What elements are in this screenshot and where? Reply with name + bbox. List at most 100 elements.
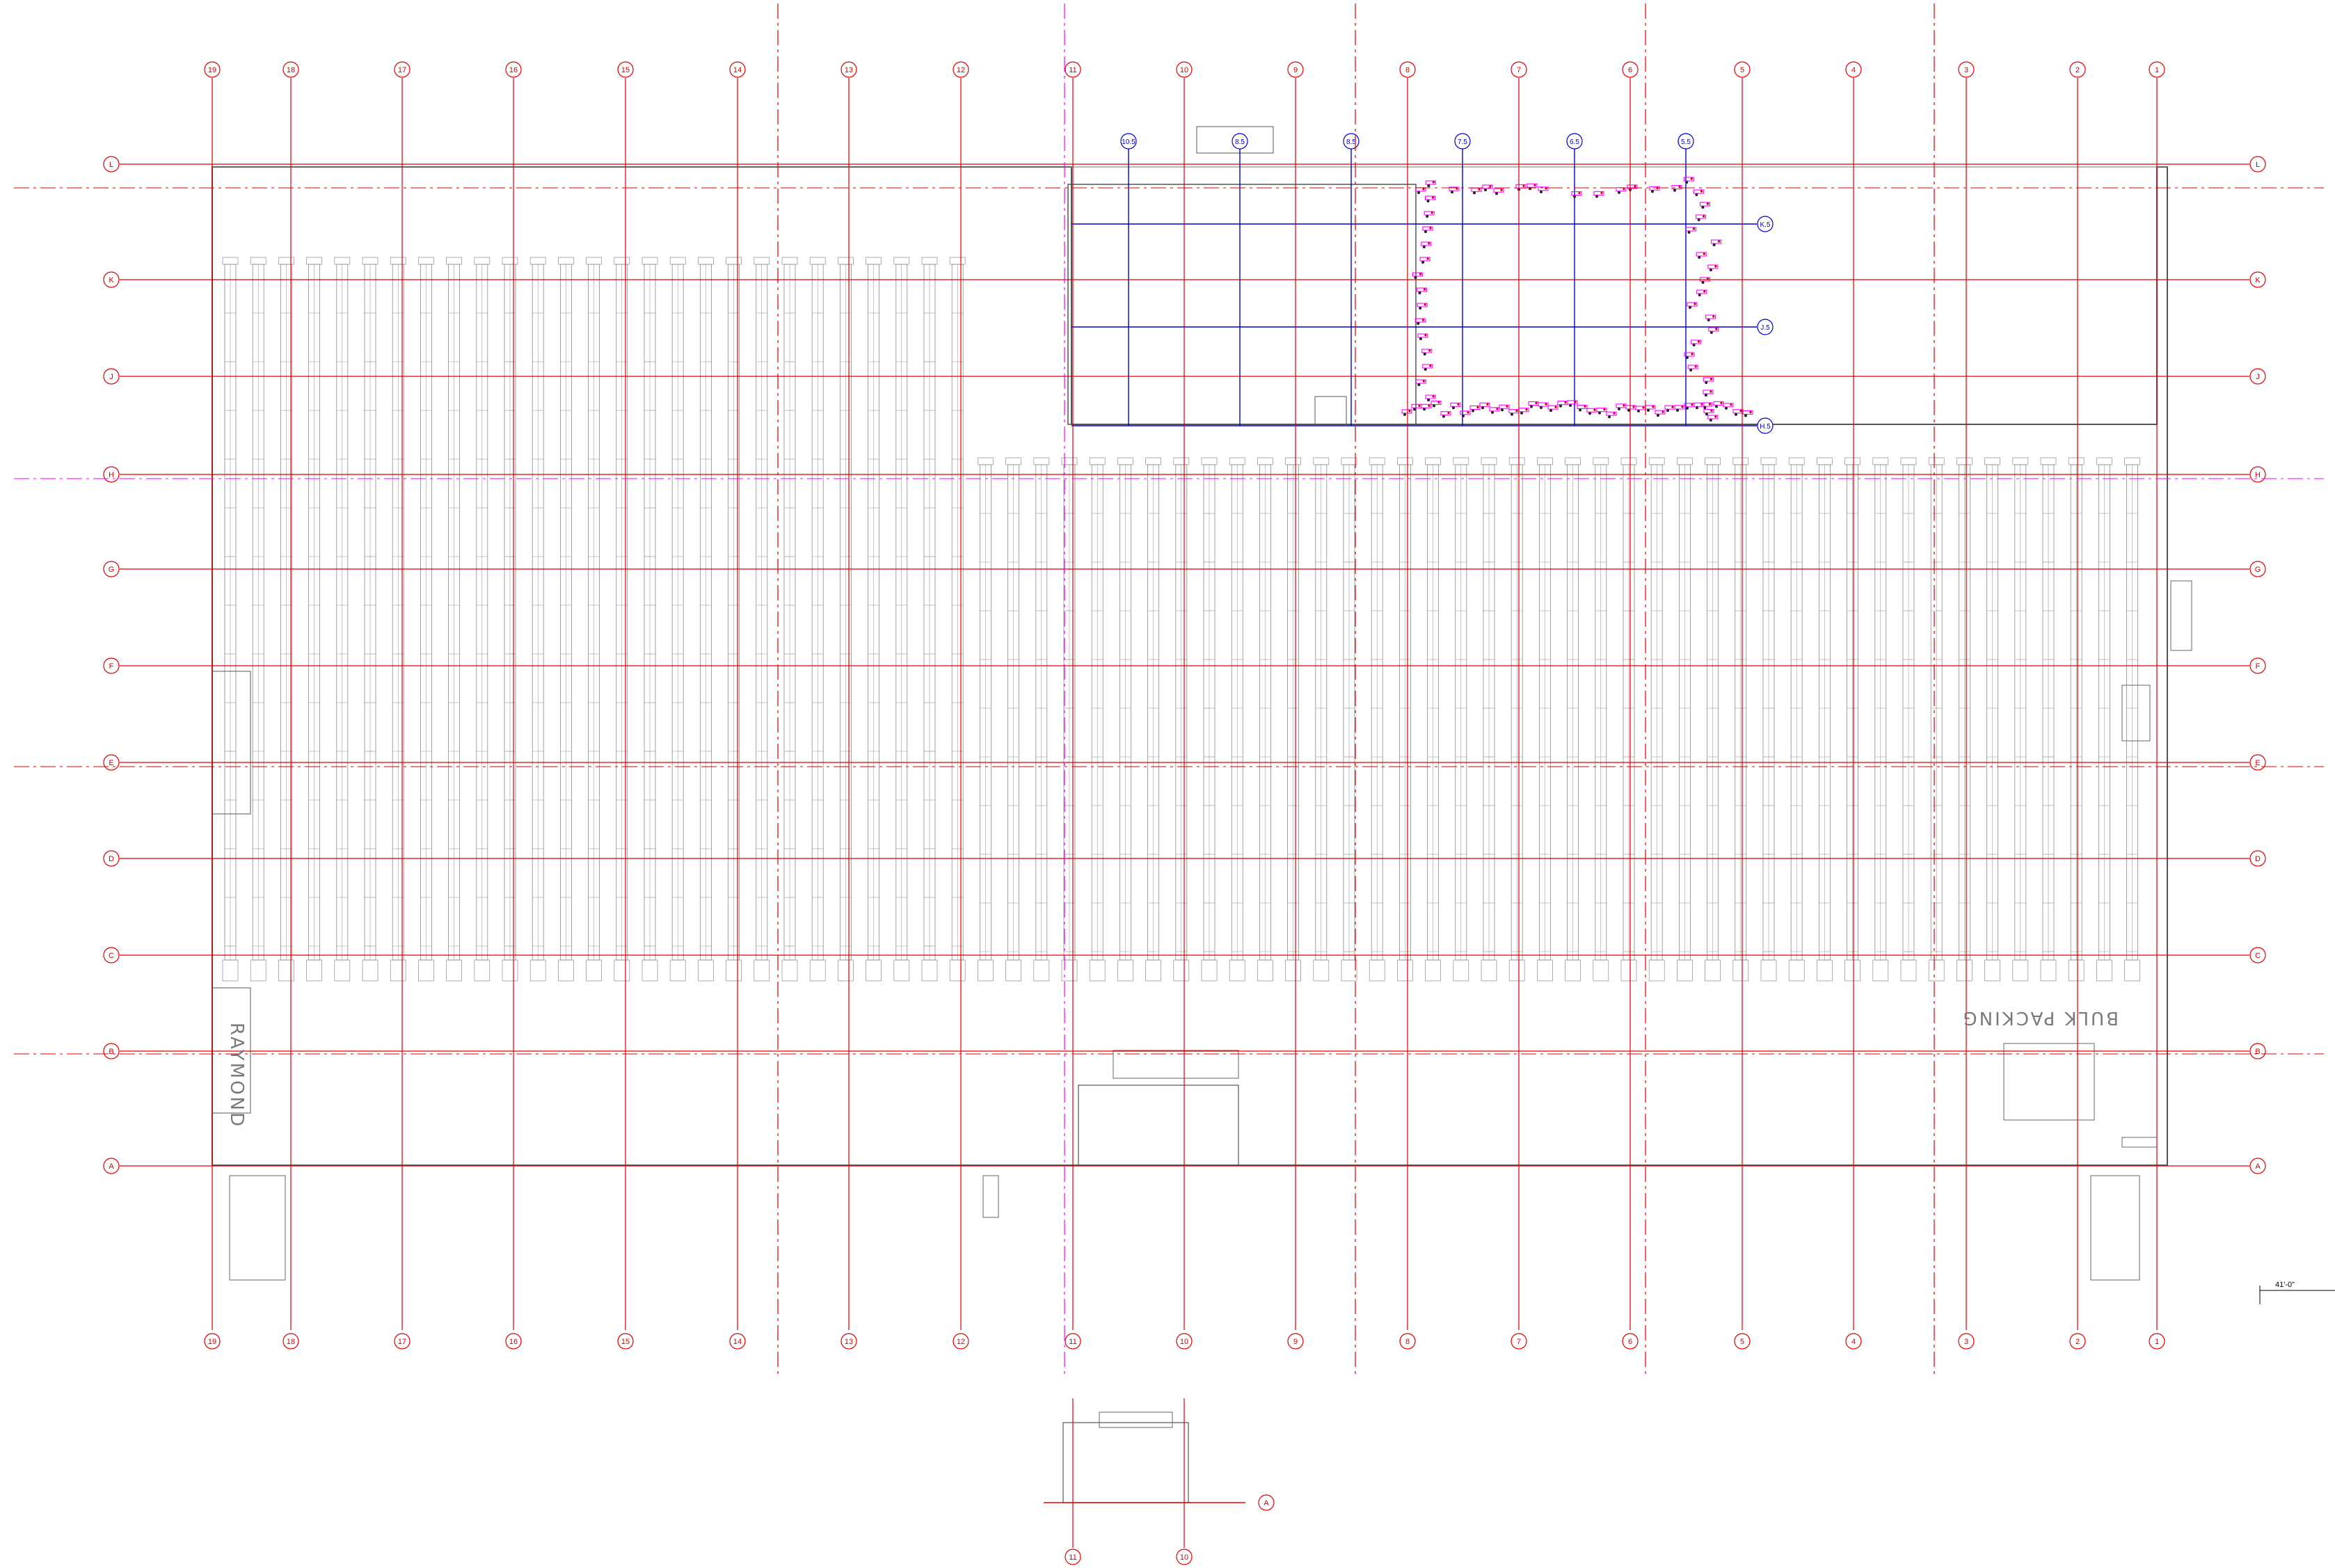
- svg-text:13: 13: [845, 66, 853, 74]
- svg-text:19: 19: [208, 66, 216, 74]
- row-grid-bubble: D: [2249, 850, 2266, 867]
- svg-text:6: 6: [1628, 66, 1632, 74]
- row-grid-bubble: E: [103, 754, 120, 771]
- building-outline: [212, 126, 2192, 1281]
- svg-text:C: C: [2255, 952, 2261, 960]
- bulk-packing-label: BULK PACKING: [1961, 1007, 2119, 1028]
- column-grid-bubble: 6: [1622, 1333, 1639, 1350]
- svg-text:A: A: [109, 1162, 114, 1171]
- svg-text:K.5: K.5: [1760, 221, 1770, 229]
- svg-text:A: A: [1264, 1499, 1269, 1507]
- column-grid-bubble: 13: [840, 61, 857, 78]
- interior-grid-col-bubble: 7.5: [1454, 133, 1471, 150]
- svg-text:10: 10: [1180, 66, 1188, 74]
- column-grid-bubble: 17: [394, 61, 411, 78]
- column-grid-bubble: 17: [394, 1333, 411, 1350]
- row-grid-bubble: H: [103, 466, 120, 483]
- row-grid-bubble: D: [103, 850, 120, 867]
- svg-text:16: 16: [509, 1338, 518, 1346]
- svg-text:15: 15: [621, 66, 630, 74]
- svg-text:J.5: J.5: [1760, 324, 1770, 332]
- column-grid-bubble: 14: [729, 61, 746, 78]
- interior-grid-col-bubble: 6.5: [1566, 133, 1583, 150]
- detail-column-bubble: 10: [1176, 1549, 1193, 1565]
- svg-text:J: J: [2256, 373, 2260, 381]
- svg-text:14: 14: [733, 1338, 742, 1346]
- svg-text:13: 13: [845, 1338, 853, 1346]
- svg-text:9: 9: [1293, 66, 1298, 74]
- column-grid-bubble: 3: [1958, 1333, 1975, 1350]
- column-grid-bubble: 19: [204, 61, 221, 78]
- column-grid-bubble: 18: [282, 1333, 299, 1350]
- row-grid-bubble: A: [103, 1158, 120, 1174]
- svg-text:G: G: [109, 566, 115, 574]
- svg-text:L: L: [109, 161, 113, 169]
- row-grid-bubble: E: [2249, 754, 2266, 771]
- column-grid-bubble: 8: [1399, 61, 1416, 78]
- svg-text:11: 11: [1069, 1553, 1076, 1562]
- row-grid-bubble: B: [2249, 1043, 2266, 1059]
- svg-text:5.5: 5.5: [1681, 138, 1691, 146]
- svg-text:H: H: [2255, 471, 2261, 479]
- row-grid-bubble: J: [103, 368, 120, 385]
- svg-text:11: 11: [1069, 66, 1076, 74]
- detail-row-bubble: A: [1258, 1494, 1275, 1511]
- interior-grid-blue: 10.5 8.5 8.5 7.5 6.5 5.5 K.5 J.5 H.5: [1071, 133, 1774, 434]
- svg-text:L: L: [2256, 161, 2260, 169]
- column-grid-bubble: 5: [1734, 1333, 1751, 1350]
- svg-text:8: 8: [1405, 1338, 1410, 1346]
- svg-text:17: 17: [398, 1338, 406, 1346]
- svg-text:6: 6: [1628, 1338, 1632, 1346]
- row-grid-bubble: G: [103, 561, 120, 577]
- svg-text:10: 10: [1180, 1338, 1188, 1346]
- svg-text:14: 14: [733, 66, 742, 74]
- scale-text: 41'-0": [2275, 1281, 2295, 1289]
- svg-text:2: 2: [2075, 66, 2080, 74]
- svg-text:K: K: [109, 276, 114, 285]
- svg-text:4: 4: [1851, 1338, 1856, 1346]
- svg-text:5: 5: [1740, 66, 1744, 74]
- column-grid-bubble: 14: [729, 1333, 746, 1350]
- svg-text:7: 7: [1517, 66, 1521, 74]
- row-grid-bubble: F: [2249, 657, 2266, 674]
- interior-grid-col-bubble: 8.5: [1232, 133, 1248, 150]
- column-grid-bubble: 11: [1065, 61, 1081, 78]
- raymond-label: RAYMOND: [226, 1023, 247, 1128]
- scale-bar: 41'-0": [2259, 1281, 2335, 1304]
- column-grid-bubble: 10: [1176, 61, 1193, 78]
- column-grid-bubble: 9: [1287, 61, 1304, 78]
- svg-text:10: 10: [1180, 1553, 1188, 1562]
- svg-text:F: F: [2256, 662, 2261, 671]
- column-grid-bubble: 15: [617, 61, 634, 78]
- column-grid-bubble: 5: [1734, 61, 1751, 78]
- column-grid-bubble: 19: [204, 1333, 221, 1350]
- row-grid-bubble: G: [2249, 561, 2266, 577]
- svg-text:8.5: 8.5: [1235, 138, 1245, 146]
- svg-text:15: 15: [621, 1338, 630, 1346]
- row-grid-bubble: A: [2249, 1158, 2266, 1174]
- svg-text:D: D: [109, 855, 114, 863]
- row-grid-bubble: J: [2249, 368, 2266, 385]
- column-grid-bubble: 7: [1511, 1333, 1527, 1350]
- structural-grid: 1919181817171616151514141313121211111010…: [14, 3, 2324, 1374]
- column-grid-bubble: 11: [1065, 1333, 1081, 1350]
- svg-text:18: 18: [287, 1338, 295, 1346]
- svg-text:K: K: [2255, 276, 2261, 285]
- svg-text:3: 3: [1964, 1338, 1968, 1346]
- svg-text:12: 12: [957, 66, 965, 74]
- column-grid-bubble: 12: [953, 1333, 969, 1350]
- row-grid-bubble: H: [2249, 466, 2266, 483]
- column-grid-bubble: 4: [1845, 61, 1862, 78]
- column-grid-bubble: 10: [1176, 1333, 1193, 1350]
- svg-text:8: 8: [1405, 66, 1410, 74]
- interior-grid-row-bubble: H.5: [1757, 417, 1774, 434]
- interior-grid-row-bubble: J.5: [1757, 319, 1774, 335]
- interior-grid-col-bubble: 10.5: [1120, 133, 1137, 150]
- column-grid-bubble: 16: [505, 61, 522, 78]
- svg-text:11: 11: [1069, 1338, 1076, 1346]
- column-grid-bubble: 12: [953, 61, 969, 78]
- column-grid-bubble: 2: [2069, 61, 2086, 78]
- interior-grid-row-bubble: K.5: [1757, 216, 1774, 232]
- row-grid-bubble: K: [103, 271, 120, 288]
- svg-text:17: 17: [398, 66, 406, 74]
